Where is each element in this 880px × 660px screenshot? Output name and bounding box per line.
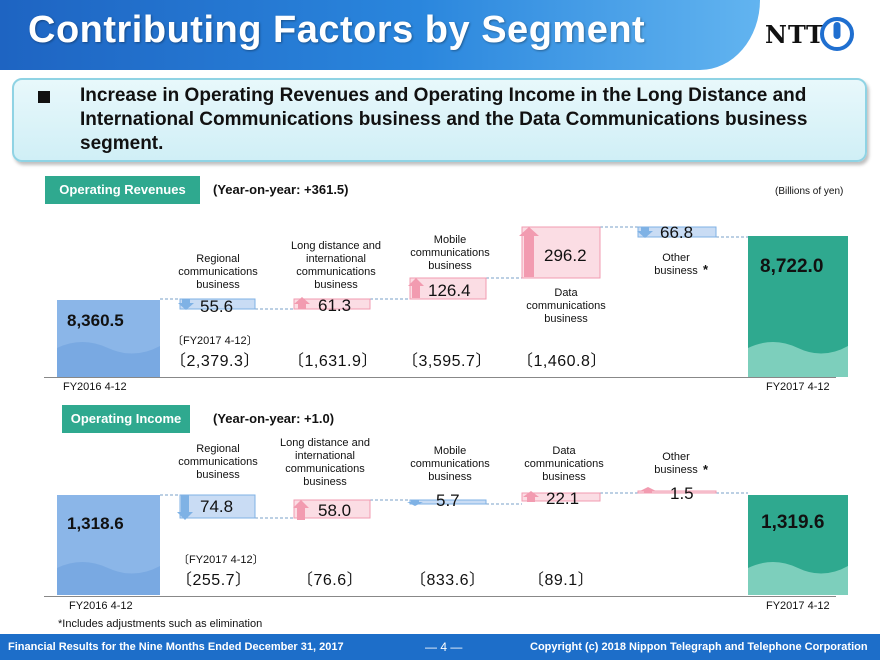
inc-fy-note: 〔FY2017 4-12〕	[178, 554, 264, 566]
rev-delta-other: 66.8	[660, 223, 694, 242]
revenues-waterfall-chart	[57, 226, 848, 377]
inc-delta-bar-longdistance	[293, 499, 371, 519]
inc-start-bar-wave	[57, 562, 160, 595]
footnote: *Includes adjustments such as eliminatio…	[58, 618, 263, 630]
rev-label-data: Data communications business	[526, 287, 606, 325]
inc-fy-data: 〔89.1〕	[528, 572, 595, 589]
inc-delta-bar-regional	[179, 494, 256, 519]
inc-delta-regional: 74.8	[200, 497, 234, 516]
rev-up-arrow-icon-longdistance	[294, 297, 310, 309]
inc-delta-data: 22.1	[546, 489, 580, 508]
inc-delta-other: 1.5	[670, 484, 694, 503]
bullet-square-icon	[38, 91, 50, 103]
rev-delta-bar-other	[637, 226, 717, 238]
inc-label-data: Data communications business	[524, 445, 604, 483]
rev-down-arrow-icon-regional	[178, 299, 194, 310]
rev-end-value: 8,722.0	[760, 256, 824, 277]
inc-down-arrow-icon-regional	[177, 495, 193, 520]
inc-label-regional: Regional communications business	[178, 443, 258, 481]
income-waterfall-chart	[57, 487, 848, 595]
footer-report-title: Financial Results for the Nine Months En…	[8, 641, 344, 653]
inc-fy-regional: 〔255.7〕	[176, 572, 252, 589]
income-section-label: Operating Income	[62, 405, 190, 433]
income-yoy: (Year-on-year: +1.0)	[213, 411, 335, 426]
inc-fy-longdistance: 〔76.6〕	[297, 572, 364, 589]
rev-fy-data: 〔1,460.8〕	[517, 353, 607, 370]
inc-up-arrow-icon-other	[640, 487, 656, 493]
rev-fy-mobile: 〔3,595.7〕	[402, 353, 492, 370]
inc-start-period: FY2016 4-12	[69, 600, 133, 612]
message-box	[12, 78, 867, 162]
inc-other-asterisk: *	[703, 462, 709, 477]
unit-note: (Billions of yen)	[775, 186, 844, 197]
rev-start-bar-wave	[57, 342, 160, 377]
rev-delta-mobile: 126.4	[428, 281, 471, 300]
inc-delta-mobile: 5.7	[436, 491, 460, 510]
page-number: ― 4 ―	[425, 640, 463, 654]
inc-end-value: 1,319.6	[761, 512, 825, 533]
rev-start-value: 8,360.5	[67, 311, 124, 330]
inc-end-period: FY2017 4-12	[766, 600, 830, 612]
inc-label-longdistance: Long distance and international communic…	[280, 437, 370, 488]
inc-end-bar-wave	[748, 562, 848, 595]
footer-copyright: Copyright (c) 2018 Nippon Telegraph and …	[530, 641, 868, 653]
inc-fy-mobile: 〔833.6〕	[410, 572, 486, 589]
title-band	[0, 0, 760, 70]
rev-delta-regional: 55.6	[200, 297, 234, 316]
rev-label-mobile: Mobile communications business	[410, 234, 490, 272]
rev-end-bar-wave	[748, 342, 848, 377]
rev-delta-data: 296.2	[544, 246, 587, 265]
inc-start-value: 1,318.6	[67, 514, 124, 533]
rev-start-period: FY2016 4-12	[63, 381, 127, 393]
rev-end-period: FY2017 4-12	[766, 381, 830, 393]
inc-delta-longdistance: 58.0	[318, 501, 352, 520]
inc-delta-bar-other	[637, 490, 717, 494]
rev-fy-note: 〔FY2017 4-12〕	[172, 335, 258, 347]
revenues-yoy: (Year-on-year: +361.5)	[213, 182, 349, 197]
inc-down-arrow-icon-mobile	[407, 500, 423, 506]
rev-fy-regional: 〔2,379.3〕	[170, 353, 260, 370]
page-title: Contributing Factors by Segment	[28, 9, 646, 51]
inc-label-mobile: Mobile communications business	[410, 445, 490, 483]
rev-end-bar	[748, 236, 848, 377]
rev-fy-longdistance: 〔1,631.9〕	[288, 353, 378, 370]
revenues-section-label: Operating Revenues	[45, 176, 200, 204]
inc-up-arrow-icon-longdistance	[293, 500, 309, 520]
rev-label-longdistance: Long distance and international communic…	[291, 240, 381, 291]
inc-baseline	[44, 596, 836, 597]
inc-label-other: Other business	[654, 451, 698, 476]
rev-delta-longdistance: 61.3	[318, 296, 352, 315]
footer-bar	[0, 634, 880, 660]
rev-up-arrow-icon-mobile	[408, 278, 424, 298]
rev-down-arrow-icon-other	[637, 227, 653, 238]
inc-up-arrow-icon-data	[523, 491, 539, 502]
ntt-logo-text: NTT	[765, 20, 825, 49]
inc-delta-bar-data	[521, 492, 601, 502]
ntt-logo-icon	[820, 17, 854, 51]
rev-label-other: Other business	[654, 252, 698, 277]
message-text: Increase in Operating Revenues and Opera…	[80, 85, 808, 154]
rev-other-asterisk: *	[703, 262, 709, 277]
rev-baseline	[44, 377, 836, 378]
rev-delta-bar-mobile	[409, 277, 487, 300]
rev-up-arrow-icon-data	[519, 227, 539, 277]
rev-label-regional: Regional communications business	[178, 253, 258, 291]
